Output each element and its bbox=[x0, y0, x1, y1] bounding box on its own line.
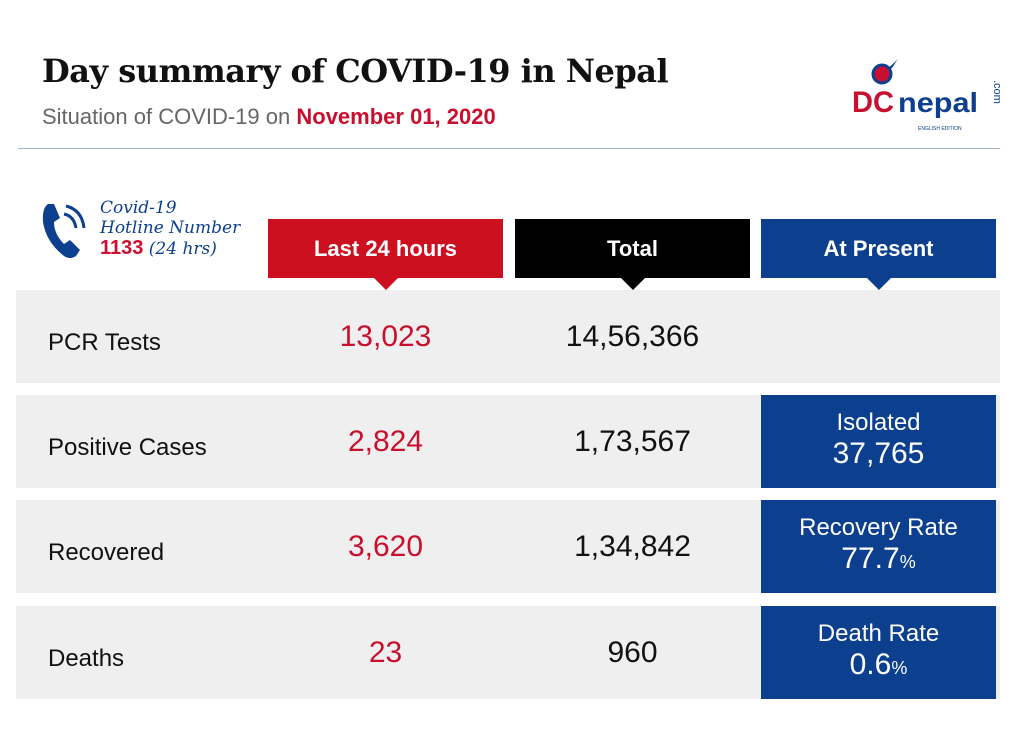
present-box: Isolated 37,765 bbox=[761, 395, 996, 488]
total-value: 14,56,366 bbox=[565, 319, 700, 353]
present-label: Recovery Rate bbox=[799, 514, 958, 541]
row-recovered: Recovered 3,620 1,34,842 Recovery Rate 77… bbox=[16, 500, 1000, 593]
hotline-number: 1133 bbox=[100, 237, 144, 259]
header-total: Total bbox=[515, 219, 750, 290]
last24-value: 23 bbox=[368, 635, 403, 669]
last24-value: 13,023 bbox=[339, 319, 432, 353]
dcnepal-logo: DC nepal ENGLISH EDITION .com bbox=[852, 58, 1012, 134]
present-label: Isolated bbox=[836, 409, 921, 436]
row-deaths: Deaths 23 960 Death Rate 0.6% bbox=[16, 606, 1000, 699]
row-pcr-tests: PCR Tests 13,023 14,56,366 bbox=[16, 290, 1000, 383]
total-value: 1,34,842 bbox=[574, 529, 691, 563]
present-box: Recovery Rate 77.7% bbox=[761, 500, 996, 593]
present-unit: % bbox=[891, 658, 908, 678]
last24-value: 2,824 bbox=[347, 424, 424, 458]
hotline-hours: (24 hrs) bbox=[148, 239, 217, 259]
divider bbox=[18, 148, 1000, 149]
row-label: Recovered bbox=[48, 538, 165, 566]
present-box: Death Rate 0.6% bbox=[761, 606, 996, 699]
header-last-24-hours: Last 24 hours bbox=[268, 219, 503, 290]
header-at-present: At Present bbox=[761, 219, 996, 290]
page-title: Day summary of COVID-19 in Nepal bbox=[42, 52, 669, 90]
row-label: Deaths bbox=[48, 644, 125, 672]
date: November 01, 2020 bbox=[296, 104, 496, 129]
row-label: Positive Cases bbox=[48, 433, 207, 461]
svg-text:ENGLISH EDITION: ENGLISH EDITION bbox=[918, 126, 962, 132]
svg-text:DC: DC bbox=[852, 86, 894, 119]
svg-text:nepal: nepal bbox=[898, 87, 978, 118]
total-value: 1,73,567 bbox=[574, 424, 691, 458]
present-value: 77.7 bbox=[841, 542, 900, 575]
hotline-line1: Covid-19 bbox=[100, 198, 177, 218]
hotline-info: Covid-19 Hotline Number 1133 (24 hrs) bbox=[100, 198, 240, 259]
present-value: 0.6 bbox=[849, 648, 892, 681]
present-value: 37,765 bbox=[832, 437, 925, 470]
subtitle: Situation of COVID-19 on November 01, 20… bbox=[42, 104, 496, 130]
total-value: 960 bbox=[607, 635, 658, 669]
svg-text:.com: .com bbox=[991, 80, 1003, 104]
subtitle-prefix: Situation of COVID-19 on bbox=[42, 104, 291, 129]
row-label: PCR Tests bbox=[48, 328, 161, 356]
hotline-line2: Hotline Number bbox=[100, 218, 241, 238]
present-label: Death Rate bbox=[817, 620, 940, 647]
phone-icon bbox=[40, 200, 90, 267]
last24-value: 3,620 bbox=[347, 529, 424, 563]
row-positive-cases: Positive Cases 2,824 1,73,567 Isolated 37… bbox=[16, 395, 1000, 488]
present-unit: % bbox=[899, 552, 916, 572]
